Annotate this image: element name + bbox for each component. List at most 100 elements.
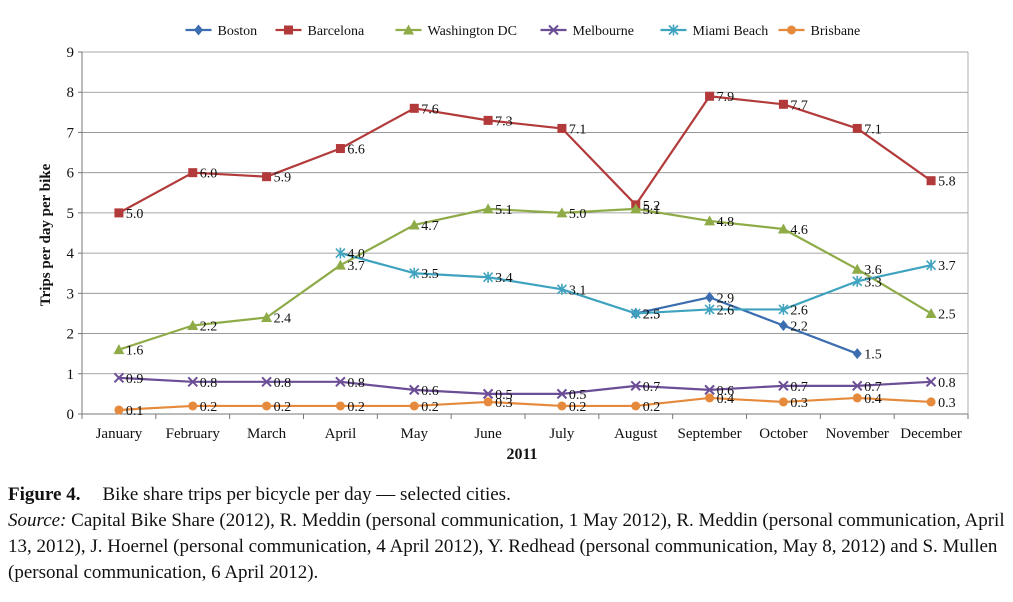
data-point-marker: [778, 380, 789, 392]
legend-item-barcelona: Barcelona: [275, 24, 365, 39]
data-label: 0.2: [643, 400, 661, 415]
legend-item-boston: Boston: [185, 24, 257, 39]
data-point-marker: [409, 267, 420, 279]
y-tick-label: 7: [67, 125, 75, 141]
y-tick-label: 3: [67, 286, 75, 302]
data-point-marker: [557, 123, 567, 133]
legend-label: Melbourne: [573, 24, 634, 39]
y-tick-label: 6: [67, 166, 75, 182]
data-label: 2.2: [200, 320, 218, 335]
legend-item-miami-beach: Miami Beach: [660, 24, 768, 39]
data-point-marker: [557, 401, 567, 411]
data-point-marker: [631, 401, 641, 411]
data-point-marker: [630, 203, 642, 214]
data-point-marker: [630, 307, 641, 319]
data-label: 0.6: [421, 384, 439, 399]
figure-title-line: Figure 4. Bike share trips per bicycle pe…: [8, 482, 1006, 508]
data-label: 7.9: [717, 90, 735, 105]
data-point-marker: [787, 25, 796, 35]
series-washington-dc: [113, 203, 937, 355]
data-label: 0.9: [126, 372, 143, 387]
data-point-marker: [705, 393, 715, 403]
data-point-marker: [548, 24, 559, 36]
x-tick-label: December: [900, 426, 962, 442]
data-label: 4.7: [421, 219, 439, 234]
data-point-marker: [851, 263, 863, 274]
data-point-marker: [113, 344, 125, 355]
data-label: 3.3: [864, 275, 882, 290]
y-tick-label: 1: [67, 367, 75, 383]
data-point-marker: [852, 275, 863, 287]
data-point-marker: [556, 207, 568, 218]
data-label: 6.0: [200, 167, 218, 182]
data-label: 4.0: [347, 247, 365, 262]
data-point-marker: [334, 259, 346, 270]
y-tick-label: 4: [67, 246, 75, 262]
data-point-marker: [778, 320, 788, 332]
x-tick-label: October: [759, 426, 807, 442]
data-point-marker: [668, 24, 679, 36]
data-point-marker: [262, 172, 272, 182]
x-tick-label: August: [614, 426, 658, 442]
source-note: Source: Capital Bike Share (2012), R. Me…: [8, 508, 1006, 586]
data-label: 0.8: [200, 376, 218, 391]
x-tick-label: March: [247, 426, 287, 442]
data-label: 7.3: [495, 114, 513, 129]
axes: 0 1 2 3 4 5 6 7 8 9 January February March April May Ju…: [67, 45, 969, 442]
series-line: [118, 376, 932, 395]
series-brisbane: [114, 393, 936, 415]
data-point-marker: [114, 208, 124, 218]
data-label: 2.6: [790, 303, 808, 318]
data-label: 0.7: [643, 380, 661, 395]
data-label: 0.6: [717, 384, 735, 399]
series-line: [118, 95, 932, 214]
data-label: 0.2: [569, 400, 587, 415]
series-line: [635, 296, 858, 355]
data-label: 5.0: [126, 207, 143, 222]
data-point-marker: [262, 401, 272, 411]
data-label: 0.3: [790, 396, 808, 411]
data-point-marker: [113, 372, 125, 384]
data-point-marker: [925, 307, 937, 318]
figure-title: Bike share trips per bicycle per day — s…: [102, 484, 511, 505]
data-label: 0.5: [495, 388, 513, 403]
data-point-marker: [284, 25, 293, 35]
data-label: 3.7: [938, 259, 956, 274]
y-tick-label: 2: [67, 327, 75, 343]
data-label: 2.5: [938, 307, 956, 322]
x-tick-label: June: [474, 426, 502, 442]
data-label: 2.9: [717, 291, 735, 306]
data-label: 2.5: [643, 307, 661, 322]
data-point-marker: [926, 397, 936, 407]
data-label: 4.8: [717, 215, 735, 230]
data-point-marker: [114, 405, 124, 415]
data-point-marker: [187, 320, 199, 331]
data-label: 0.3: [495, 396, 513, 411]
y-tick-label: 0: [67, 407, 75, 423]
x-tick-label: November: [826, 426, 889, 442]
x-tick-label: April: [325, 426, 357, 442]
data-label: 0.7: [790, 380, 808, 395]
data-point-marker: [483, 397, 493, 407]
data-point-marker: [194, 24, 203, 36]
data-label: 0.2: [347, 400, 365, 415]
data-point-marker: [261, 376, 272, 388]
data-label: 0.8: [938, 376, 956, 391]
data-point-marker: [704, 215, 716, 226]
data-label: 3.6: [864, 263, 882, 278]
data-point-marker: [852, 123, 862, 133]
source-label: Source:: [8, 510, 67, 531]
data-point-marker: [556, 283, 567, 295]
data-point-marker: [261, 311, 273, 322]
data-point-marker: [335, 247, 346, 259]
data-label: 2.6: [717, 303, 735, 318]
data-label: 2.4: [274, 311, 292, 326]
data-label: 0.7: [864, 380, 882, 395]
data-label: 7.7: [790, 98, 808, 113]
data-point-marker: [335, 144, 345, 154]
y-axis-title: Trips per day per bike: [38, 163, 54, 306]
data-point-marker: [188, 401, 198, 411]
legend-label: Brisbane: [811, 24, 861, 39]
data-labels: 2.5 2.9 2.2 1.5 5.0 6.0 5.9 6.6 7.6 7.3 7.1 5.2 7.9 7…: [126, 90, 956, 419]
data-point-marker: [483, 115, 493, 125]
